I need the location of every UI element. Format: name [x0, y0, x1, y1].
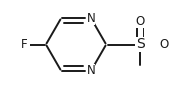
Text: N: N	[87, 64, 96, 77]
Text: F: F	[21, 38, 27, 51]
Text: S: S	[136, 37, 145, 52]
Text: O: O	[159, 38, 168, 51]
Text: N: N	[87, 12, 96, 25]
Text: O: O	[136, 15, 145, 28]
